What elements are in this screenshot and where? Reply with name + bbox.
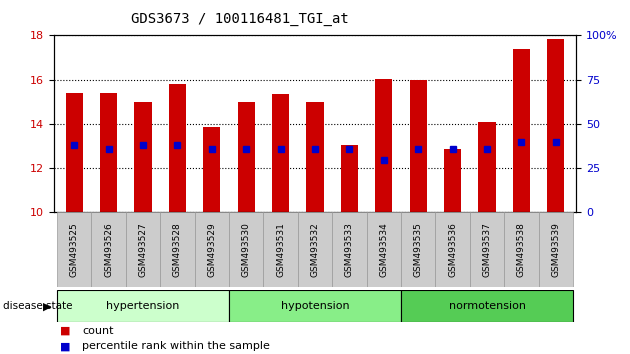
Bar [126,212,160,287]
Bar [444,149,461,212]
Bar [238,102,255,212]
Bar [203,127,220,212]
Bar [91,212,126,287]
Text: GSM493525: GSM493525 [70,222,79,277]
Bar [298,212,332,287]
Text: hypertension: hypertension [106,301,180,311]
Text: ▶: ▶ [43,301,52,311]
Bar [160,212,195,287]
Bar [57,290,229,322]
Bar [57,212,91,287]
Bar [401,212,435,287]
Bar [478,122,496,212]
Text: GSM493537: GSM493537 [483,222,491,277]
Text: hypotension: hypotension [281,301,349,311]
Text: GSM493535: GSM493535 [414,222,423,277]
Bar [229,212,263,287]
Text: percentile rank within the sample: percentile rank within the sample [82,341,270,351]
Bar [401,290,573,322]
Bar [66,93,83,212]
Text: ■: ■ [60,341,71,351]
Bar [229,290,401,322]
Text: GSM493530: GSM493530 [242,222,251,277]
Bar [341,145,358,212]
Bar [332,212,367,287]
Text: ■: ■ [60,326,71,336]
Text: GSM493528: GSM493528 [173,222,182,277]
Bar [504,212,539,287]
Bar [375,79,392,212]
Bar [195,212,229,287]
Bar [100,93,117,212]
Bar [306,102,324,212]
Text: disease state: disease state [3,301,72,311]
Bar [169,84,186,212]
Text: GDS3673 / 100116481_TGI_at: GDS3673 / 100116481_TGI_at [130,12,348,27]
Bar [272,94,289,212]
Text: GSM493539: GSM493539 [551,222,560,277]
Bar [367,212,401,287]
Text: count: count [82,326,113,336]
Text: GSM493534: GSM493534 [379,222,388,277]
Bar [134,102,152,212]
Text: GSM493531: GSM493531 [276,222,285,277]
Bar [513,49,530,212]
Bar [435,212,470,287]
Text: GSM493527: GSM493527 [139,222,147,277]
Bar [539,212,573,287]
Bar [470,212,504,287]
Text: GSM493538: GSM493538 [517,222,526,277]
Text: normotension: normotension [449,301,525,311]
Text: GSM493533: GSM493533 [345,222,354,277]
Text: GSM493532: GSM493532 [311,222,319,277]
Text: GSM493526: GSM493526 [104,222,113,277]
Text: GSM493536: GSM493536 [448,222,457,277]
Bar [263,212,298,287]
Bar [410,80,427,212]
Bar [547,39,564,212]
Text: GSM493529: GSM493529 [207,222,216,277]
